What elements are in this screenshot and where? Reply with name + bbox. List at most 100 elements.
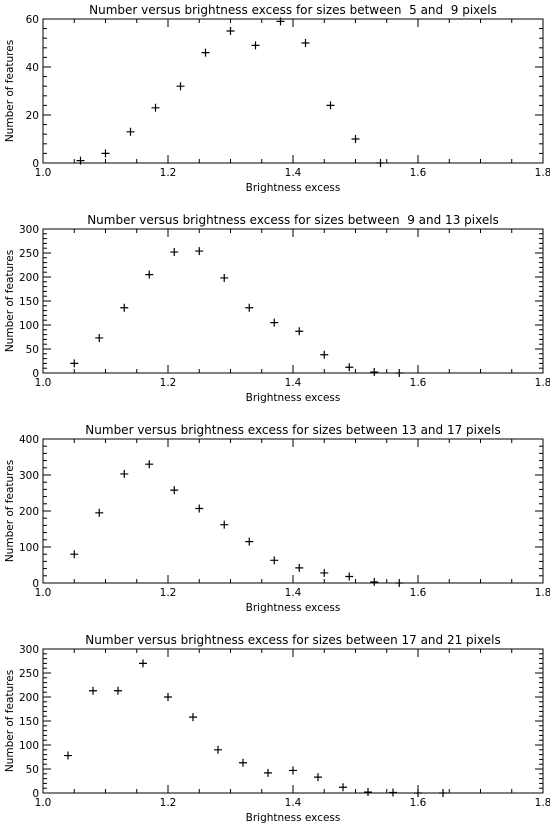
x-tick-label: 1.8 [535,167,550,179]
x-tick-label: 1.8 [535,797,550,809]
data-point [145,460,154,469]
data-point [220,273,229,282]
data-point [395,579,404,587]
y-tick-label: 100 [19,740,39,752]
data-point [76,156,85,165]
y-axis-label: Number of features [4,460,16,562]
data-point [326,101,335,110]
y-tick-label: 40 [26,62,39,74]
x-tick-label: 1.6 [410,167,427,179]
data-point [270,318,279,327]
data-point [120,303,129,312]
x-axis-label: Brightness excess [246,812,341,824]
y-tick-label: 300 [19,644,39,656]
y-tick-label: 100 [19,542,39,554]
y-tick-label: 0 [32,578,39,590]
data-point [339,783,347,792]
x-tick-label: 1.0 [35,377,52,389]
data-point [295,327,304,336]
data-point [251,41,260,50]
data-point [345,572,354,581]
data-point [370,577,379,586]
x-tick-label: 1.4 [285,167,302,179]
data-point [70,359,79,368]
x-axis-label: Brightness excess [246,182,341,194]
data-point [370,368,379,377]
chart-title: Number versus brightness excess for size… [89,3,497,17]
data-point [151,103,160,112]
data-point [64,751,72,760]
data-point [289,766,297,775]
data-point [364,788,372,797]
data-point [139,659,147,668]
y-tick-label: 20 [26,110,39,122]
data-point [164,693,172,701]
data-point [395,369,404,377]
x-tick-label: 1.6 [410,587,427,599]
data-point [351,135,360,143]
y-axis-label: Number of features [4,670,16,772]
data-point [95,333,104,342]
data-point [70,550,79,559]
x-tick-label: 1.6 [410,377,427,389]
plot-frame [42,228,544,374]
data-point [239,758,247,767]
data-point [126,127,135,136]
y-tick-label: 250 [19,248,39,260]
data-point [101,149,110,158]
y-tick-label: 200 [19,506,39,518]
x-tick-label: 1.0 [35,167,52,179]
y-tick-label: 400 [19,434,39,446]
chart-title: Number versus brightness excess for size… [85,423,500,437]
y-tick-label: 60 [26,14,39,26]
x-tick-label: 1.4 [285,377,302,389]
x-axis-label: Brightness excess [246,392,341,404]
data-point [376,159,385,167]
data-point [170,486,179,495]
y-tick-label: 150 [19,296,39,308]
data-point [245,537,254,546]
data-point [114,686,122,695]
y-tick-label: 250 [19,668,39,680]
x-tick-label: 1.2 [160,587,177,599]
x-tick-label: 1.2 [160,167,177,179]
y-tick-label: 100 [19,320,39,332]
data-point [314,773,322,782]
data-point [295,563,304,572]
data-point [195,247,204,256]
data-point [170,248,179,257]
chart-title: Number versus brightness excess for size… [85,633,500,647]
data-point [345,363,354,372]
data-point [320,568,329,577]
y-tick-label: 150 [19,716,39,728]
data-point [145,270,154,279]
y-axis-label: Number of features [4,250,16,352]
chart-panel-3: Number versus brightness excess for size… [4,423,550,614]
chart-title: Number versus brightness excess for size… [87,213,499,227]
data-point [89,686,97,695]
data-point [414,789,422,797]
y-tick-label: 300 [19,224,39,236]
y-tick-label: 0 [32,788,39,800]
x-tick-label: 1.0 [35,797,52,809]
y-tick-label: 0 [32,368,39,380]
data-point [389,788,397,797]
data-point [95,508,104,517]
y-tick-label: 300 [19,470,39,482]
data-point [264,768,272,777]
x-axis-label: Brightness excess [246,602,341,614]
data-point [245,303,254,312]
x-tick-label: 1.4 [285,797,302,809]
chart-panel-4: Number versus brightness excess for size… [4,633,550,824]
x-tick-label: 1.2 [160,797,177,809]
data-point [439,789,447,797]
plot-frame [42,438,544,584]
data-point [195,504,204,513]
chart-panel-1: Number versus brightness excess for size… [4,3,550,194]
y-tick-label: 200 [19,692,39,704]
x-tick-label: 1.6 [410,797,427,809]
data-point [189,713,197,722]
data-point [176,82,185,91]
x-tick-label: 1.4 [285,587,302,599]
